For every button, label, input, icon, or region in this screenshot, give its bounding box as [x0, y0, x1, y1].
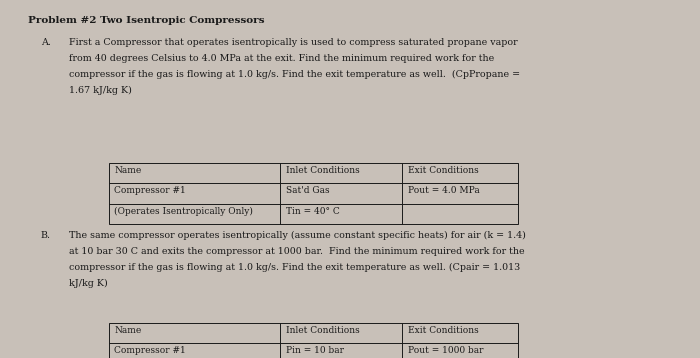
Text: compressor if the gas is flowing at 1.0 kg/s. Find the exit temperature as well.: compressor if the gas is flowing at 1.0 …: [69, 70, 519, 79]
Text: Name: Name: [114, 166, 141, 175]
Text: Name: Name: [114, 326, 141, 335]
Text: Sat'd Gas: Sat'd Gas: [286, 186, 329, 195]
Text: Pout = 1000 bar: Pout = 1000 bar: [408, 346, 484, 355]
Text: The same compressor operates isentropically (assume constant specific heats) for: The same compressor operates isentropica…: [69, 231, 526, 240]
Text: Problem #2 Two Isentropic Compressors: Problem #2 Two Isentropic Compressors: [28, 16, 265, 25]
Text: compressor if the gas is flowing at 1.0 kg/s. Find the exit temperature as well.: compressor if the gas is flowing at 1.0 …: [69, 263, 520, 272]
Text: kJ/kg K): kJ/kg K): [69, 279, 107, 288]
Text: Pout = 4.0 MPa: Pout = 4.0 MPa: [408, 186, 480, 195]
Text: (Operates Isentropically Only): (Operates Isentropically Only): [114, 207, 253, 216]
Bar: [108, 163, 518, 224]
Text: B.: B.: [41, 231, 50, 240]
Text: from 40 degrees Celsius to 4.0 MPa at the exit. Find the minimum required work f: from 40 degrees Celsius to 4.0 MPa at th…: [69, 54, 494, 63]
Text: 1.67 kJ/kg K): 1.67 kJ/kg K): [69, 86, 132, 95]
Text: A.: A.: [41, 38, 50, 47]
Text: Exit Conditions: Exit Conditions: [408, 166, 479, 175]
Text: Compressor #1: Compressor #1: [114, 346, 186, 355]
Text: Pin = 10 bar: Pin = 10 bar: [286, 346, 344, 355]
Text: Compressor #1: Compressor #1: [114, 186, 186, 195]
Text: Inlet Conditions: Inlet Conditions: [286, 326, 359, 335]
Text: Exit Conditions: Exit Conditions: [408, 326, 479, 335]
Text: at 10 bar 30 C and exits the compressor at 1000 bar.  Find the minimum required : at 10 bar 30 C and exits the compressor …: [69, 247, 524, 256]
Text: First a Compressor that operates isentropically is used to compress saturated pr: First a Compressor that operates isentro…: [69, 38, 517, 47]
Text: Tin = 40° C: Tin = 40° C: [286, 207, 340, 216]
Text: Inlet Conditions: Inlet Conditions: [286, 166, 359, 175]
Bar: [108, 323, 518, 358]
